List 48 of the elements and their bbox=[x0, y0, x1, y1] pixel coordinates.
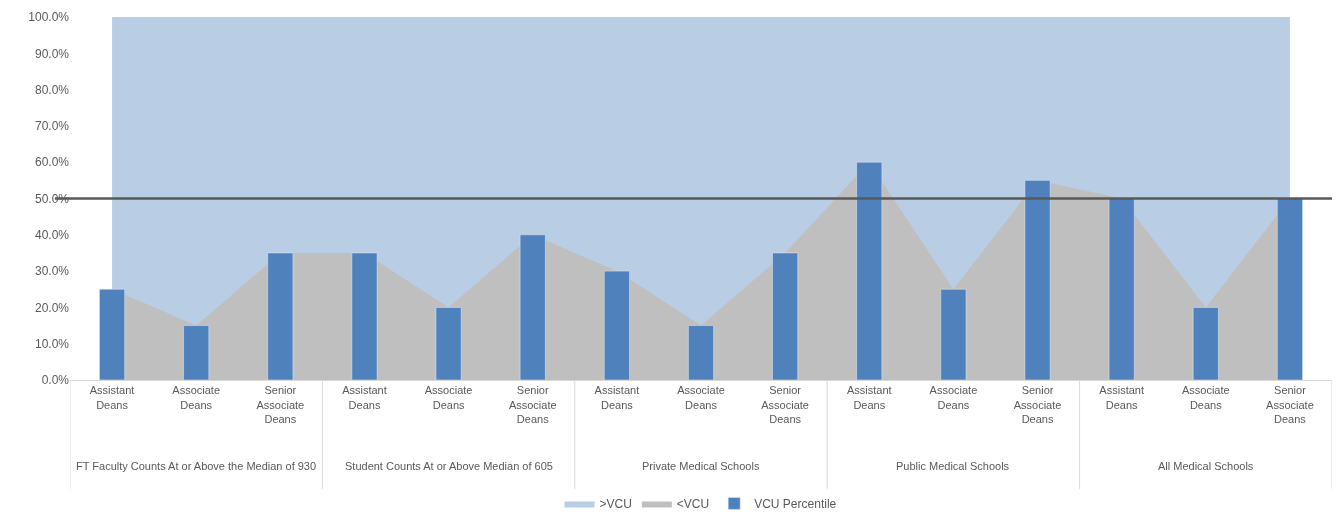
y-tick-label: 40.0% bbox=[34, 228, 70, 242]
y-tick-label: 0.0% bbox=[41, 373, 70, 388]
legend-label: >VCU bbox=[599, 497, 632, 512]
bar bbox=[856, 161, 883, 380]
bar bbox=[1277, 198, 1303, 380]
bar bbox=[604, 270, 630, 380]
y-tick-label: 90.0% bbox=[34, 46, 70, 61]
text: Private Medical Schools bbox=[642, 460, 760, 472]
x-tick-label: Senior Associate Deans bbox=[256, 384, 305, 425]
y-tick-label: 20.0% bbox=[34, 300, 70, 315]
bar bbox=[1192, 307, 1219, 380]
x-tick-label: Associate Deans bbox=[929, 384, 978, 411]
x-tick-label: Assistant Deans bbox=[1099, 384, 1144, 411]
text: FT Faculty Counts At or Above the Median of 930 bbox=[76, 460, 317, 472]
legend-label: VCU Percentile bbox=[754, 497, 837, 512]
x-tick-label: Senior Associate Deans bbox=[508, 384, 557, 425]
x-tick-label: Associate Deans bbox=[424, 384, 473, 411]
bar bbox=[772, 252, 798, 380]
bar bbox=[1108, 198, 1135, 380]
bar bbox=[940, 289, 967, 380]
bar bbox=[267, 252, 294, 380]
y-tick-label: 10.0% bbox=[34, 336, 70, 351]
text: All Medical Schools bbox=[1158, 460, 1254, 472]
legend-label: <VCU bbox=[676, 497, 710, 512]
y-tick-label: 70.0% bbox=[34, 119, 70, 134]
bar bbox=[519, 234, 546, 380]
bar bbox=[351, 252, 378, 380]
x-tick-label: Assistant Deans bbox=[846, 384, 892, 411]
x-tick-label: Assistant Deans bbox=[89, 384, 135, 411]
y-tick-label: 80.0% bbox=[34, 82, 70, 97]
y-tick-label: 30.0% bbox=[34, 264, 70, 279]
x-tick-label: Senior Associate Deans bbox=[761, 384, 809, 425]
text: Public Medical Schools bbox=[896, 460, 1010, 472]
x-tick-label: Senior Associate Deans bbox=[1013, 384, 1062, 425]
x-tick-label: Associate Deans bbox=[677, 384, 725, 411]
x-tick-label: Associate Deans bbox=[1181, 384, 1230, 411]
x-tick-label: Assistant Deans bbox=[342, 384, 387, 411]
bar bbox=[1024, 180, 1051, 380]
bar bbox=[183, 325, 210, 380]
text: Student Counts At or Above Median of 605 bbox=[345, 460, 553, 472]
x-tick-label: Assistant Deans bbox=[594, 384, 640, 411]
y-tick-label: 60.0% bbox=[34, 155, 70, 170]
x-tick-label: Associate Deans bbox=[172, 384, 221, 411]
bar bbox=[688, 325, 714, 380]
y-tick-label: 100.0% bbox=[28, 10, 70, 25]
bar bbox=[435, 307, 462, 380]
x-tick-label: Senior Associate Deans bbox=[1266, 384, 1314, 425]
bar bbox=[99, 289, 125, 380]
